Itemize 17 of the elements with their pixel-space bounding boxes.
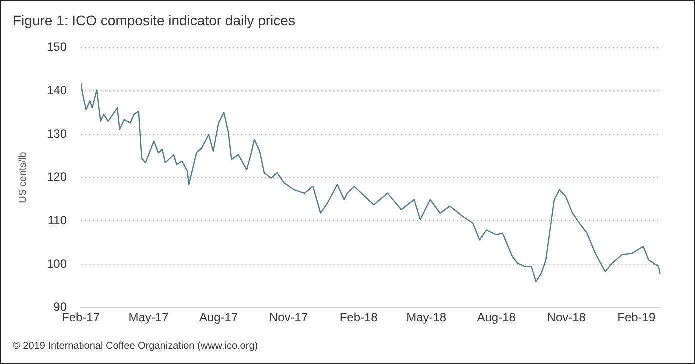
y-tick-label: 120	[46, 170, 68, 184]
x-tick-label: Aug-18	[477, 310, 516, 324]
y-tick-label: 140	[46, 83, 68, 98]
y-tick-label: 130	[46, 126, 68, 141]
x-tick-label: Nov-18	[547, 310, 586, 324]
text: © 2019 International Coffee Organization (www.ico.org)	[13, 341, 258, 352]
chart-title: Figure 1: ICO composite indicator daily prices	[13, 12, 296, 28]
x-tick-label: Aug-17	[199, 310, 238, 324]
x-tick-label: Feb-19	[618, 310, 656, 324]
y-tick-label: 110	[48, 213, 68, 228]
y-tick-label: 100	[46, 256, 68, 271]
x-tick-label: Feb-18	[340, 310, 378, 324]
x-tick-label: May-18	[406, 310, 447, 324]
y-axis-title: US cents/lb	[18, 152, 29, 204]
x-tick-label: May-17	[128, 310, 170, 324]
y-tick-label: 150	[46, 40, 68, 54]
x-tick-label: Nov-17	[269, 310, 308, 324]
